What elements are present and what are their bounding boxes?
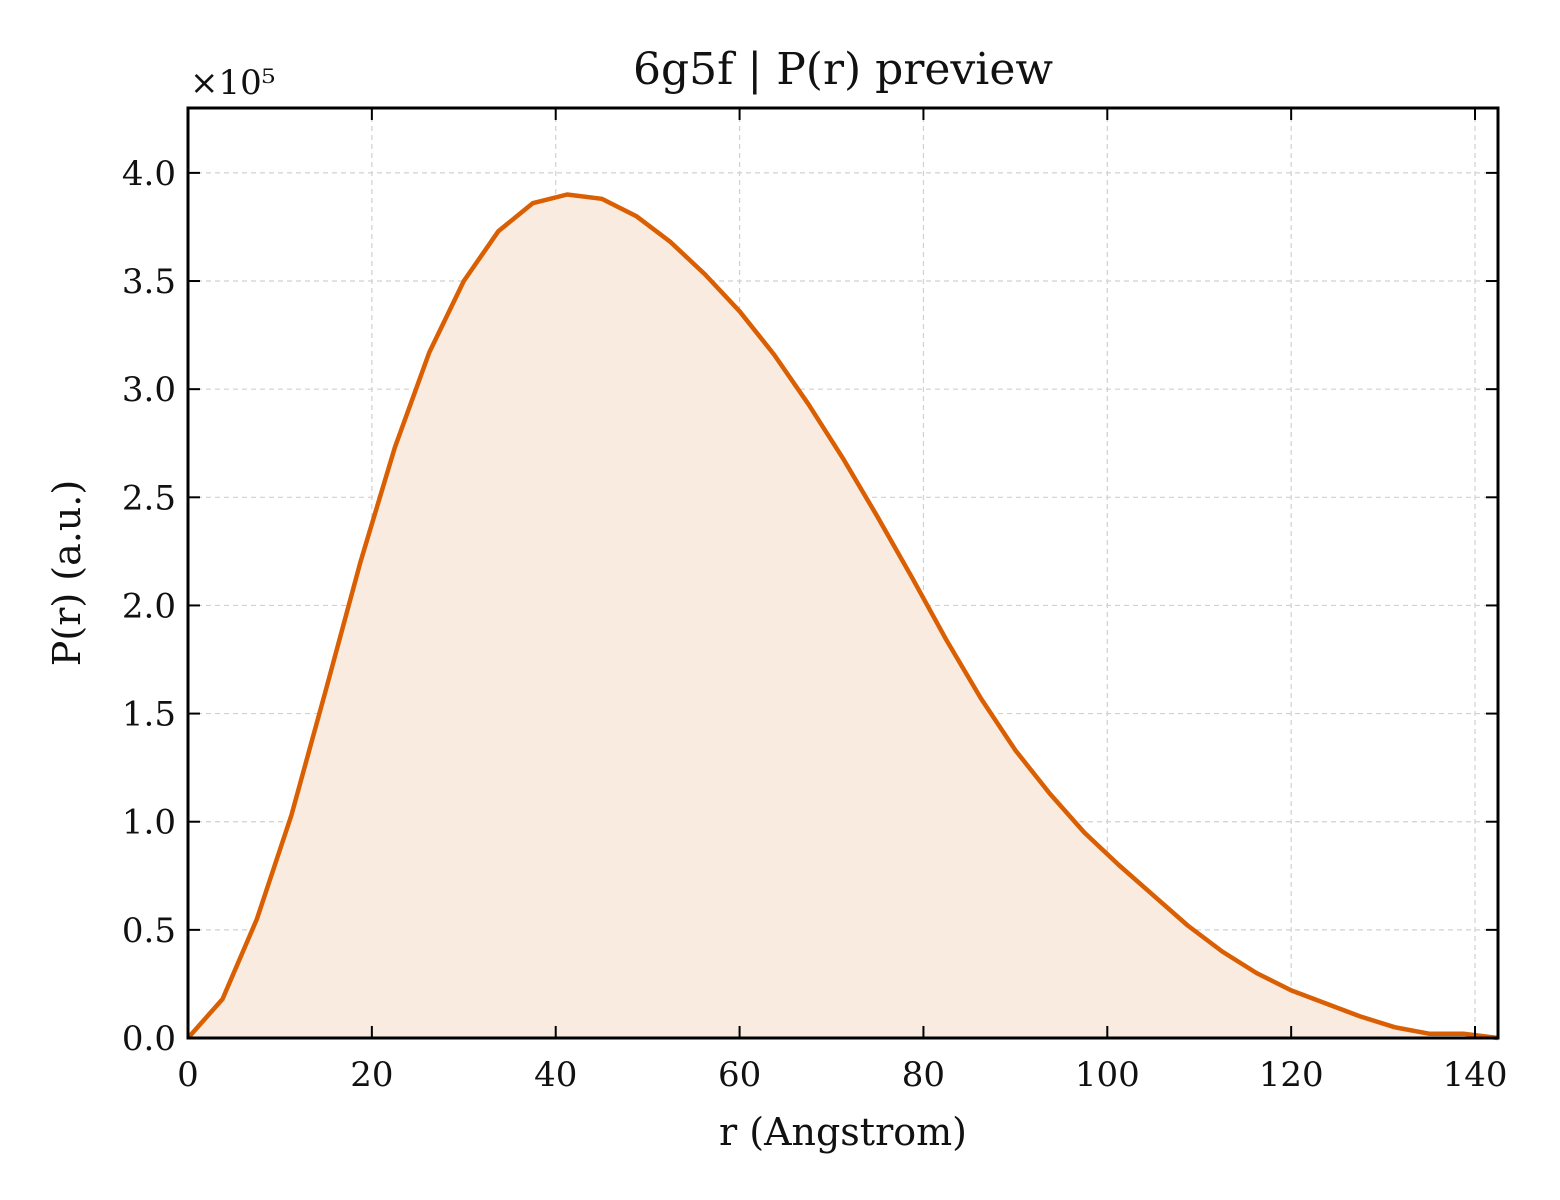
y-tick-label: 0.0 — [122, 1019, 176, 1059]
x-tick-label: 100 — [1075, 1055, 1140, 1095]
y-axis-label: P(r) (a.u.) — [45, 480, 89, 666]
x-tick-label: 0 — [177, 1055, 199, 1095]
x-tick-label: 120 — [1259, 1055, 1324, 1095]
y-tick-label: 1.0 — [122, 803, 176, 843]
chart-title: 6g5f | P(r) preview — [633, 44, 1053, 95]
x-tick-label: 80 — [902, 1055, 945, 1095]
x-tick-label: 20 — [350, 1055, 393, 1095]
y-tick-label: 0.5 — [122, 911, 176, 951]
y-tick-label: 3.5 — [122, 262, 176, 302]
x-tick-label: 140 — [1443, 1055, 1508, 1095]
y-tick-label: 3.0 — [122, 370, 176, 410]
y-tick-label: 4.0 — [122, 154, 176, 194]
y-tick-label: 1.5 — [122, 695, 176, 735]
x-tick-label: 40 — [534, 1055, 577, 1095]
y-multiplier-label: ×10⁵ — [190, 63, 275, 103]
ticks — [187, 108, 1498, 1039]
area-fill — [188, 194, 1498, 1038]
x-tick-label: 60 — [718, 1055, 761, 1095]
x-axis-label: r (Angstrom) — [719, 1110, 967, 1154]
y-tick-label: 2.5 — [122, 478, 176, 518]
series-line — [186, 192, 1499, 1041]
tick-labels: 0 20 40 60 80 100 120 140 0.0 0.5 1.0 1.5 2.0 2.5 3.0 3… — [122, 154, 1508, 1095]
plot-frame — [186, 106, 1500, 1040]
y-tick-label: 2.0 — [122, 586, 176, 626]
